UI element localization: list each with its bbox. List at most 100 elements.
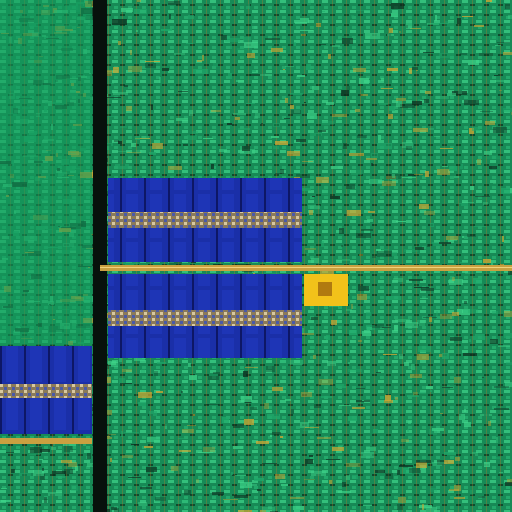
texture-speck	[381, 78, 384, 81]
texture-speck	[109, 434, 116, 435]
texture-speck	[155, 500, 161, 502]
texture-speck	[416, 70, 418, 71]
texture-speck	[391, 13, 398, 17]
texture-speck	[243, 37, 251, 42]
texture-speck	[440, 413, 443, 414]
texture-speck	[430, 390, 432, 392]
texture-speck	[499, 472, 503, 473]
texture-speck	[378, 190, 387, 192]
texture-speck	[311, 317, 318, 320]
texture-speck	[377, 143, 392, 149]
texture-speck	[386, 296, 401, 300]
texture-speck	[280, 436, 283, 438]
texture-speck	[336, 259, 350, 261]
texture-speck	[203, 447, 215, 452]
texture-speck	[230, 46, 232, 49]
texture-speck	[159, 77, 161, 83]
texture-speck	[1, 488, 7, 489]
texture-speck	[383, 354, 397, 355]
texture-speck	[349, 153, 364, 156]
texture-speck	[510, 188, 512, 193]
texture-speck	[63, 444, 76, 446]
texture-speck	[454, 176, 459, 178]
texture-speck	[295, 22, 307, 24]
texture-speck	[382, 327, 391, 328]
texture-speck	[233, 113, 246, 115]
texture-speck	[346, 463, 360, 467]
texture-speck	[213, 63, 218, 67]
texture-speck	[165, 424, 167, 429]
texture-speck	[256, 441, 269, 444]
texture-speck	[312, 196, 315, 197]
texture-speck	[295, 502, 300, 506]
texture-speck	[375, 470, 385, 473]
texture-speck	[138, 402, 146, 406]
texture-speck	[260, 74, 272, 76]
texture-speck	[245, 367, 258, 368]
texture-speck	[296, 174, 310, 178]
texture-speck	[193, 414, 195, 416]
texture-speck	[112, 19, 127, 25]
texture-speck	[454, 497, 465, 499]
texture-speck	[187, 425, 196, 426]
texture-speck	[429, 128, 434, 130]
texture-speck	[290, 497, 304, 499]
texture-speck	[416, 460, 431, 463]
texture-speck	[386, 174, 401, 179]
texture-speck	[280, 169, 284, 174]
texture-speck	[306, 253, 309, 256]
texture-speck	[376, 249, 381, 251]
texture-speck	[406, 146, 412, 150]
texture-speck	[465, 271, 470, 274]
texture-speck	[280, 60, 284, 65]
texture-speck	[114, 140, 119, 142]
texture-speck	[257, 489, 261, 491]
texture-speck	[352, 407, 365, 409]
texture-speck	[416, 462, 427, 468]
texture-speck	[389, 106, 395, 111]
texture-speck	[267, 414, 280, 419]
texture-speck	[318, 130, 326, 132]
texture-speck	[240, 149, 255, 154]
texture-speck	[402, 177, 416, 178]
texture-speck	[359, 78, 369, 84]
texture-speck	[305, 459, 313, 464]
texture-speck	[64, 446, 73, 452]
texture-speck	[104, 71, 114, 72]
texture-speck	[440, 314, 452, 319]
texture-speck	[197, 60, 202, 62]
texture-speck	[307, 0, 311, 5]
texture-speck	[405, 322, 418, 328]
texture-speck	[365, 33, 380, 39]
texture-speck	[264, 269, 279, 275]
texture-speck	[291, 467, 293, 469]
texture-speck	[388, 114, 393, 119]
texture-speck	[219, 149, 227, 152]
texture-speck	[439, 354, 443, 357]
texture-speck	[301, 392, 312, 397]
texture-speck	[233, 424, 244, 428]
texture-speck	[473, 334, 485, 340]
texture-speck	[238, 128, 250, 130]
texture-speck	[485, 121, 495, 125]
texture-speck	[302, 161, 313, 162]
texture-speck	[474, 226, 486, 227]
texture-speck	[246, 4, 250, 9]
texture-speck	[157, 362, 166, 364]
texture-speck	[432, 428, 444, 431]
texture-speck	[198, 452, 213, 453]
texture-speck	[287, 151, 300, 156]
texture-speck	[188, 15, 194, 19]
texture-speck	[122, 369, 132, 372]
texture-speck	[358, 340, 362, 342]
texture-speck	[338, 491, 351, 493]
texture-speck	[474, 346, 477, 348]
texture-speck	[442, 387, 453, 388]
texture-speck	[266, 366, 275, 372]
texture-speck	[382, 181, 396, 186]
texture-speck	[464, 100, 479, 105]
texture-speck	[366, 447, 376, 451]
texture-speck	[192, 131, 198, 134]
texture-speck	[490, 339, 498, 344]
